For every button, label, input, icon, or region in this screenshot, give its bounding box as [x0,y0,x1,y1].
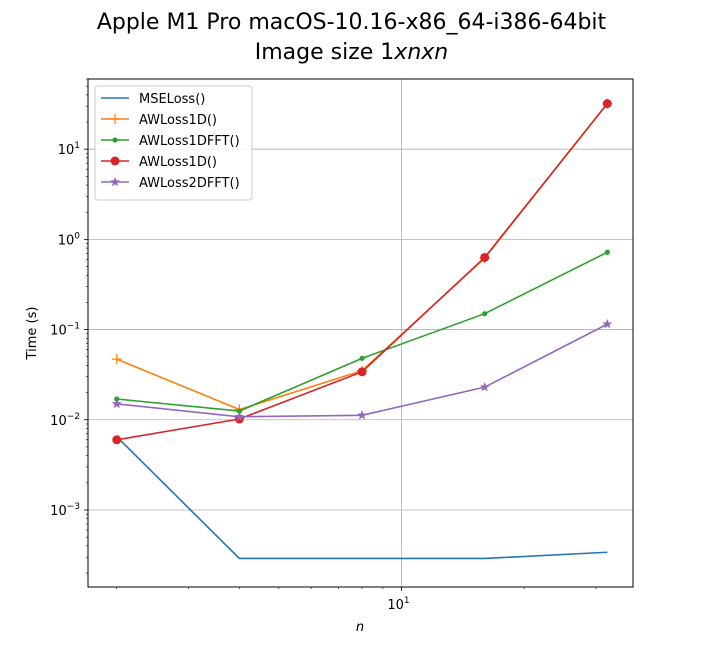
legend: MSELoss() AWLoss1D() AWLoss1DFFT() AWLoss1D… [94,85,253,201]
x-axis-label: n [356,620,364,635]
legend-label-4: AWLoss2DFFT() [139,176,240,191]
series-layer [111,98,613,560]
legend-label-1: AWLoss1D() [139,113,217,128]
series-point-3 [602,99,612,109]
series-point-3 [480,252,490,262]
chart-title: Apple M1 Pro macOS-10.16-x86_64-i386-64b… [0,8,703,68]
series-point-3 [357,367,367,377]
series-point-2 [359,355,365,361]
legend-label-3: AWLoss1D() [139,155,217,170]
series-point-4 [234,411,245,421]
y-tick-label: 10−1 [50,322,80,339]
series-point-2 [604,249,610,255]
y-tick-label: 10−3 [50,502,80,519]
y-tick-label: 100 [58,231,81,248]
series-point-2 [236,408,242,414]
series-2 [114,249,610,414]
series-point-4 [357,410,367,420]
chart-subtitle-prefix: Image size 1 [254,40,395,65]
series-point-3 [112,435,122,445]
legend-marker-1 [110,114,120,124]
chart-subtitle-italic: xnxn [394,40,449,65]
series-3 [112,99,612,445]
legend-item-1: AWLoss1D() [101,113,217,128]
y-tick-label: 10−2 [50,412,80,429]
ticks: 10−3 10−2 10−1 100 101 101 [50,78,597,613]
series-point-4 [479,381,490,392]
series-line-0 [116,436,608,560]
legend-marker-2 [112,137,118,143]
series-point-4 [602,318,613,329]
legend-item-3: AWLoss1D() [101,155,217,170]
y-tick-label: 101 [58,141,80,158]
legend-item-0: MSELoss() [101,92,205,107]
legend-item-2: AWLoss1DFFT() [101,134,240,149]
series-point-1 [111,354,122,365]
series-point-4 [111,398,122,409]
series-point-2 [482,311,488,317]
y-axis-label: Time (s) [25,307,40,361]
series-0 [116,436,608,560]
legend-marker-4 [110,176,120,187]
legend-label-0: MSELoss() [139,92,205,107]
chart-title-line: Apple M1 Pro macOS-10.16-x86_64-i386-64b… [96,10,607,35]
legend-marker-3 [110,156,120,166]
plot-frame [87,78,634,588]
x-tick-label: 101 [387,596,409,613]
legend-label-2: AWLoss1DFFT() [139,134,240,149]
chart-subtitle: Image size 1xnxn [0,38,703,68]
legend-box [94,85,253,201]
series-4 [111,318,613,421]
legend-item-4: AWLoss2DFFT() [101,176,240,191]
